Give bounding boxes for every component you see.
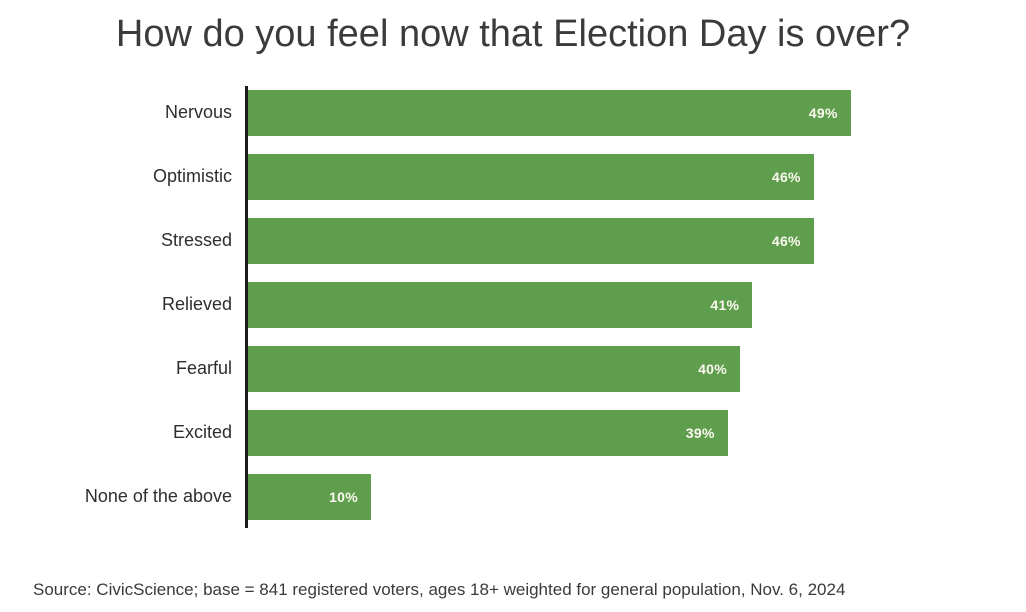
bar-row: Nervous 49% [0, 89, 1026, 136]
bar-row: Fearful 40% [0, 345, 1026, 392]
bar-track: 46% [245, 217, 1026, 264]
value-label: 10% [329, 488, 358, 505]
bar: 39% [248, 409, 728, 456]
bar-track: 46% [245, 153, 1026, 200]
bar-row: None of the above 10% [0, 473, 1026, 520]
value-label: 46% [771, 232, 801, 249]
category-label: Relieved [161, 294, 232, 315]
category-label: Optimistic [152, 166, 232, 187]
chart-title: How do you feel now that Election Day is… [115, 13, 911, 55]
value-label: 41% [710, 296, 740, 313]
category-label: Fearful [175, 358, 232, 379]
bar-track: 39% [245, 409, 1026, 456]
category-label: Nervous [164, 102, 232, 123]
category-label: Excited [172, 422, 232, 443]
bar: 40% [248, 345, 740, 392]
bar: 10% [248, 473, 371, 520]
bar-row: Relieved 41% [0, 281, 1026, 328]
category-label: Stressed [160, 230, 232, 251]
bar-rows-container: Nervous 49% Optimistic 46% Stressed 46% Reliev… [0, 89, 1026, 520]
value-label: 40% [698, 360, 727, 377]
category-label: None of the above [84, 486, 232, 507]
bar-row: Excited 39% [0, 409, 1026, 456]
bar: 41% [248, 281, 753, 328]
source-note: Source: CivicScience; base = 841 registe… [33, 580, 846, 599]
bar-track: 40% [245, 345, 1026, 392]
value-label: 49% [808, 104, 838, 121]
bar: 49% [248, 89, 851, 136]
value-label: 39% [685, 424, 715, 441]
y-axis-line [245, 85, 248, 528]
bar: 46% [248, 153, 814, 200]
bar-track: 49% [245, 89, 1026, 136]
bar-track: 10% [245, 473, 1026, 520]
bar-track: 41% [245, 281, 1026, 328]
bar: 46% [248, 217, 814, 264]
bar-row: Optimistic 46% [0, 153, 1026, 200]
bar-row: Stressed 46% [0, 217, 1026, 264]
bar-chart: Nervous 49% Optimistic 46% Stressed 46% Reliev… [0, 85, 1026, 528]
chart-page: How do you feel now that Election Day is… [0, 12, 1026, 612]
value-label: 46% [771, 168, 801, 185]
